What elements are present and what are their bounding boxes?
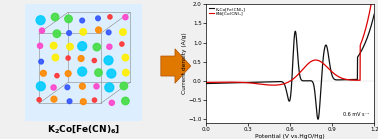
Circle shape	[39, 28, 45, 33]
Circle shape	[51, 85, 56, 90]
Circle shape	[108, 15, 112, 19]
Circle shape	[107, 69, 116, 78]
Circle shape	[96, 27, 101, 33]
Circle shape	[37, 43, 43, 48]
K₂Co[Fe(CN)₆]	[372, 13, 376, 15]
Circle shape	[67, 43, 73, 50]
Circle shape	[40, 70, 46, 76]
K₂Co[Fe(CN)₆]	[319, 75, 324, 77]
Circle shape	[122, 54, 129, 61]
Circle shape	[51, 96, 57, 102]
Circle shape	[120, 29, 126, 35]
KNi[Co(CN)₆]	[319, 61, 324, 63]
Circle shape	[78, 56, 84, 61]
Circle shape	[105, 83, 114, 92]
Circle shape	[65, 85, 70, 90]
Circle shape	[78, 67, 87, 76]
FancyArrow shape	[161, 49, 191, 83]
K₂Co[Fe(CN)₆]	[335, 79, 339, 81]
X-axis label: Potential (V vs.HgO/Hg): Potential (V vs.HgO/Hg)	[255, 134, 325, 139]
Circle shape	[52, 54, 59, 61]
Circle shape	[36, 16, 45, 25]
Circle shape	[80, 29, 87, 35]
Circle shape	[80, 18, 85, 23]
Circle shape	[65, 71, 71, 76]
Circle shape	[67, 31, 71, 35]
Circle shape	[50, 42, 57, 49]
Circle shape	[106, 30, 111, 35]
Circle shape	[94, 84, 99, 89]
Circle shape	[109, 100, 115, 105]
K₂Co[Fe(CN)₆]	[272, 81, 276, 83]
Legend: K₂Co[Fe(CN)₆], KNi[Co(CN)₆]: K₂Co[Fe(CN)₆], KNi[Co(CN)₆]	[208, 6, 246, 16]
Circle shape	[92, 58, 96, 63]
Circle shape	[107, 44, 112, 49]
KNi[Co(CN)₆]	[272, 84, 276, 86]
Circle shape	[67, 99, 72, 104]
Circle shape	[122, 97, 129, 105]
K₂Co[Fe(CN)₆]	[204, 83, 208, 84]
Circle shape	[123, 15, 128, 20]
K₂Co[Fe(CN)₆]	[221, 82, 225, 84]
KNi[Co(CN)₆]	[221, 81, 225, 83]
Circle shape	[65, 15, 72, 23]
Circle shape	[122, 69, 129, 76]
KNi[Co(CN)₆]	[338, 77, 342, 78]
Circle shape	[78, 42, 87, 51]
Text: 0.6 mV s⁻¹: 0.6 mV s⁻¹	[343, 112, 369, 117]
Circle shape	[53, 30, 60, 37]
Y-axis label: Current density (A/g): Current density (A/g)	[182, 33, 187, 95]
Circle shape	[55, 74, 59, 78]
Line: K₂Co[Fe(CN)₆]: K₂Co[Fe(CN)₆]	[206, 14, 374, 119]
Circle shape	[79, 83, 85, 89]
KNi[Co(CN)₆]	[335, 75, 339, 77]
Circle shape	[92, 98, 97, 102]
Circle shape	[96, 16, 100, 21]
Circle shape	[120, 82, 128, 90]
K₂Co[Fe(CN)₆]	[316, 118, 320, 120]
Circle shape	[120, 42, 124, 46]
Circle shape	[93, 43, 101, 51]
Circle shape	[81, 99, 86, 105]
K₂Co[Fe(CN)₆]	[278, 81, 282, 82]
Circle shape	[39, 59, 43, 64]
Circle shape	[51, 13, 59, 21]
Circle shape	[36, 82, 45, 91]
KNi[Co(CN)₆]	[278, 84, 282, 85]
Line: KNi[Co(CN)₆]: KNi[Co(CN)₆]	[206, 0, 374, 85]
Circle shape	[95, 69, 102, 76]
KNi[Co(CN)₆]	[271, 84, 276, 86]
Circle shape	[104, 56, 113, 65]
K₂Co[Fe(CN)₆]	[338, 79, 342, 81]
KNi[Co(CN)₆]	[204, 82, 208, 83]
Circle shape	[37, 98, 41, 102]
Circle shape	[66, 56, 70, 60]
Text: $\mathbf{K_2Co[Fe(CN)_6]}$: $\mathbf{K_2Co[Fe(CN)_6]}$	[46, 123, 120, 135]
